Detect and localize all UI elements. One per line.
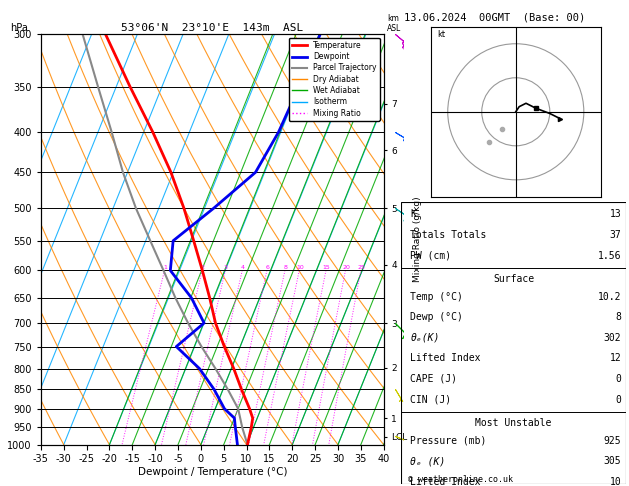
Text: PW (cm): PW (cm) — [410, 250, 452, 260]
Text: 2: 2 — [201, 265, 205, 270]
X-axis label: Dewpoint / Temperature (°C): Dewpoint / Temperature (°C) — [138, 467, 287, 477]
Text: Dewp (°C): Dewp (°C) — [410, 312, 463, 322]
Text: 10.2: 10.2 — [598, 292, 621, 302]
Text: Surface: Surface — [493, 274, 534, 284]
Text: 0: 0 — [616, 395, 621, 404]
Text: 3: 3 — [224, 265, 228, 270]
Text: 8: 8 — [284, 265, 287, 270]
Text: Temp (°C): Temp (°C) — [410, 292, 463, 302]
Text: 8: 8 — [616, 312, 621, 322]
Text: Totals Totals: Totals Totals — [410, 230, 487, 240]
Text: 4: 4 — [241, 265, 245, 270]
Text: 10: 10 — [610, 477, 621, 486]
Text: © weatheronline.co.uk: © weatheronline.co.uk — [408, 474, 513, 484]
Text: θₑ(K): θₑ(K) — [410, 333, 440, 343]
Text: 13: 13 — [610, 209, 621, 219]
Text: 13.06.2024  00GMT  (Base: 00): 13.06.2024 00GMT (Base: 00) — [404, 12, 585, 22]
Text: 1.56: 1.56 — [598, 250, 621, 260]
Text: CAPE (J): CAPE (J) — [410, 374, 457, 384]
Text: 302: 302 — [604, 333, 621, 343]
Text: 10: 10 — [296, 265, 304, 270]
Text: Pressure (mb): Pressure (mb) — [410, 436, 487, 446]
Text: 6: 6 — [265, 265, 269, 270]
Text: Lifted Index: Lifted Index — [410, 477, 481, 486]
Text: 15: 15 — [323, 265, 330, 270]
Text: 925: 925 — [604, 436, 621, 446]
Text: km
ASL: km ASL — [387, 14, 401, 33]
Text: θₑ (K): θₑ (K) — [410, 456, 445, 466]
Text: Lifted Index: Lifted Index — [410, 353, 481, 364]
Text: CIN (J): CIN (J) — [410, 395, 452, 404]
Text: hPa: hPa — [10, 23, 28, 33]
Legend: Temperature, Dewpoint, Parcel Trajectory, Dry Adiabat, Wet Adiabat, Isotherm, Mi: Temperature, Dewpoint, Parcel Trajectory… — [289, 38, 380, 121]
Text: 12: 12 — [610, 353, 621, 364]
Text: kt: kt — [438, 30, 446, 39]
Text: 1: 1 — [164, 265, 167, 270]
Text: 0: 0 — [616, 374, 621, 384]
Text: 305: 305 — [604, 456, 621, 466]
Text: 25: 25 — [357, 265, 365, 270]
Text: 37: 37 — [610, 230, 621, 240]
Text: 20: 20 — [342, 265, 350, 270]
Text: K: K — [410, 209, 416, 219]
Text: Most Unstable: Most Unstable — [476, 418, 552, 428]
Y-axis label: Mixing Ratio (g/kg): Mixing Ratio (g/kg) — [413, 196, 422, 282]
Text: 53°06'N  23°10'E  143m  ASL: 53°06'N 23°10'E 143m ASL — [121, 23, 303, 33]
